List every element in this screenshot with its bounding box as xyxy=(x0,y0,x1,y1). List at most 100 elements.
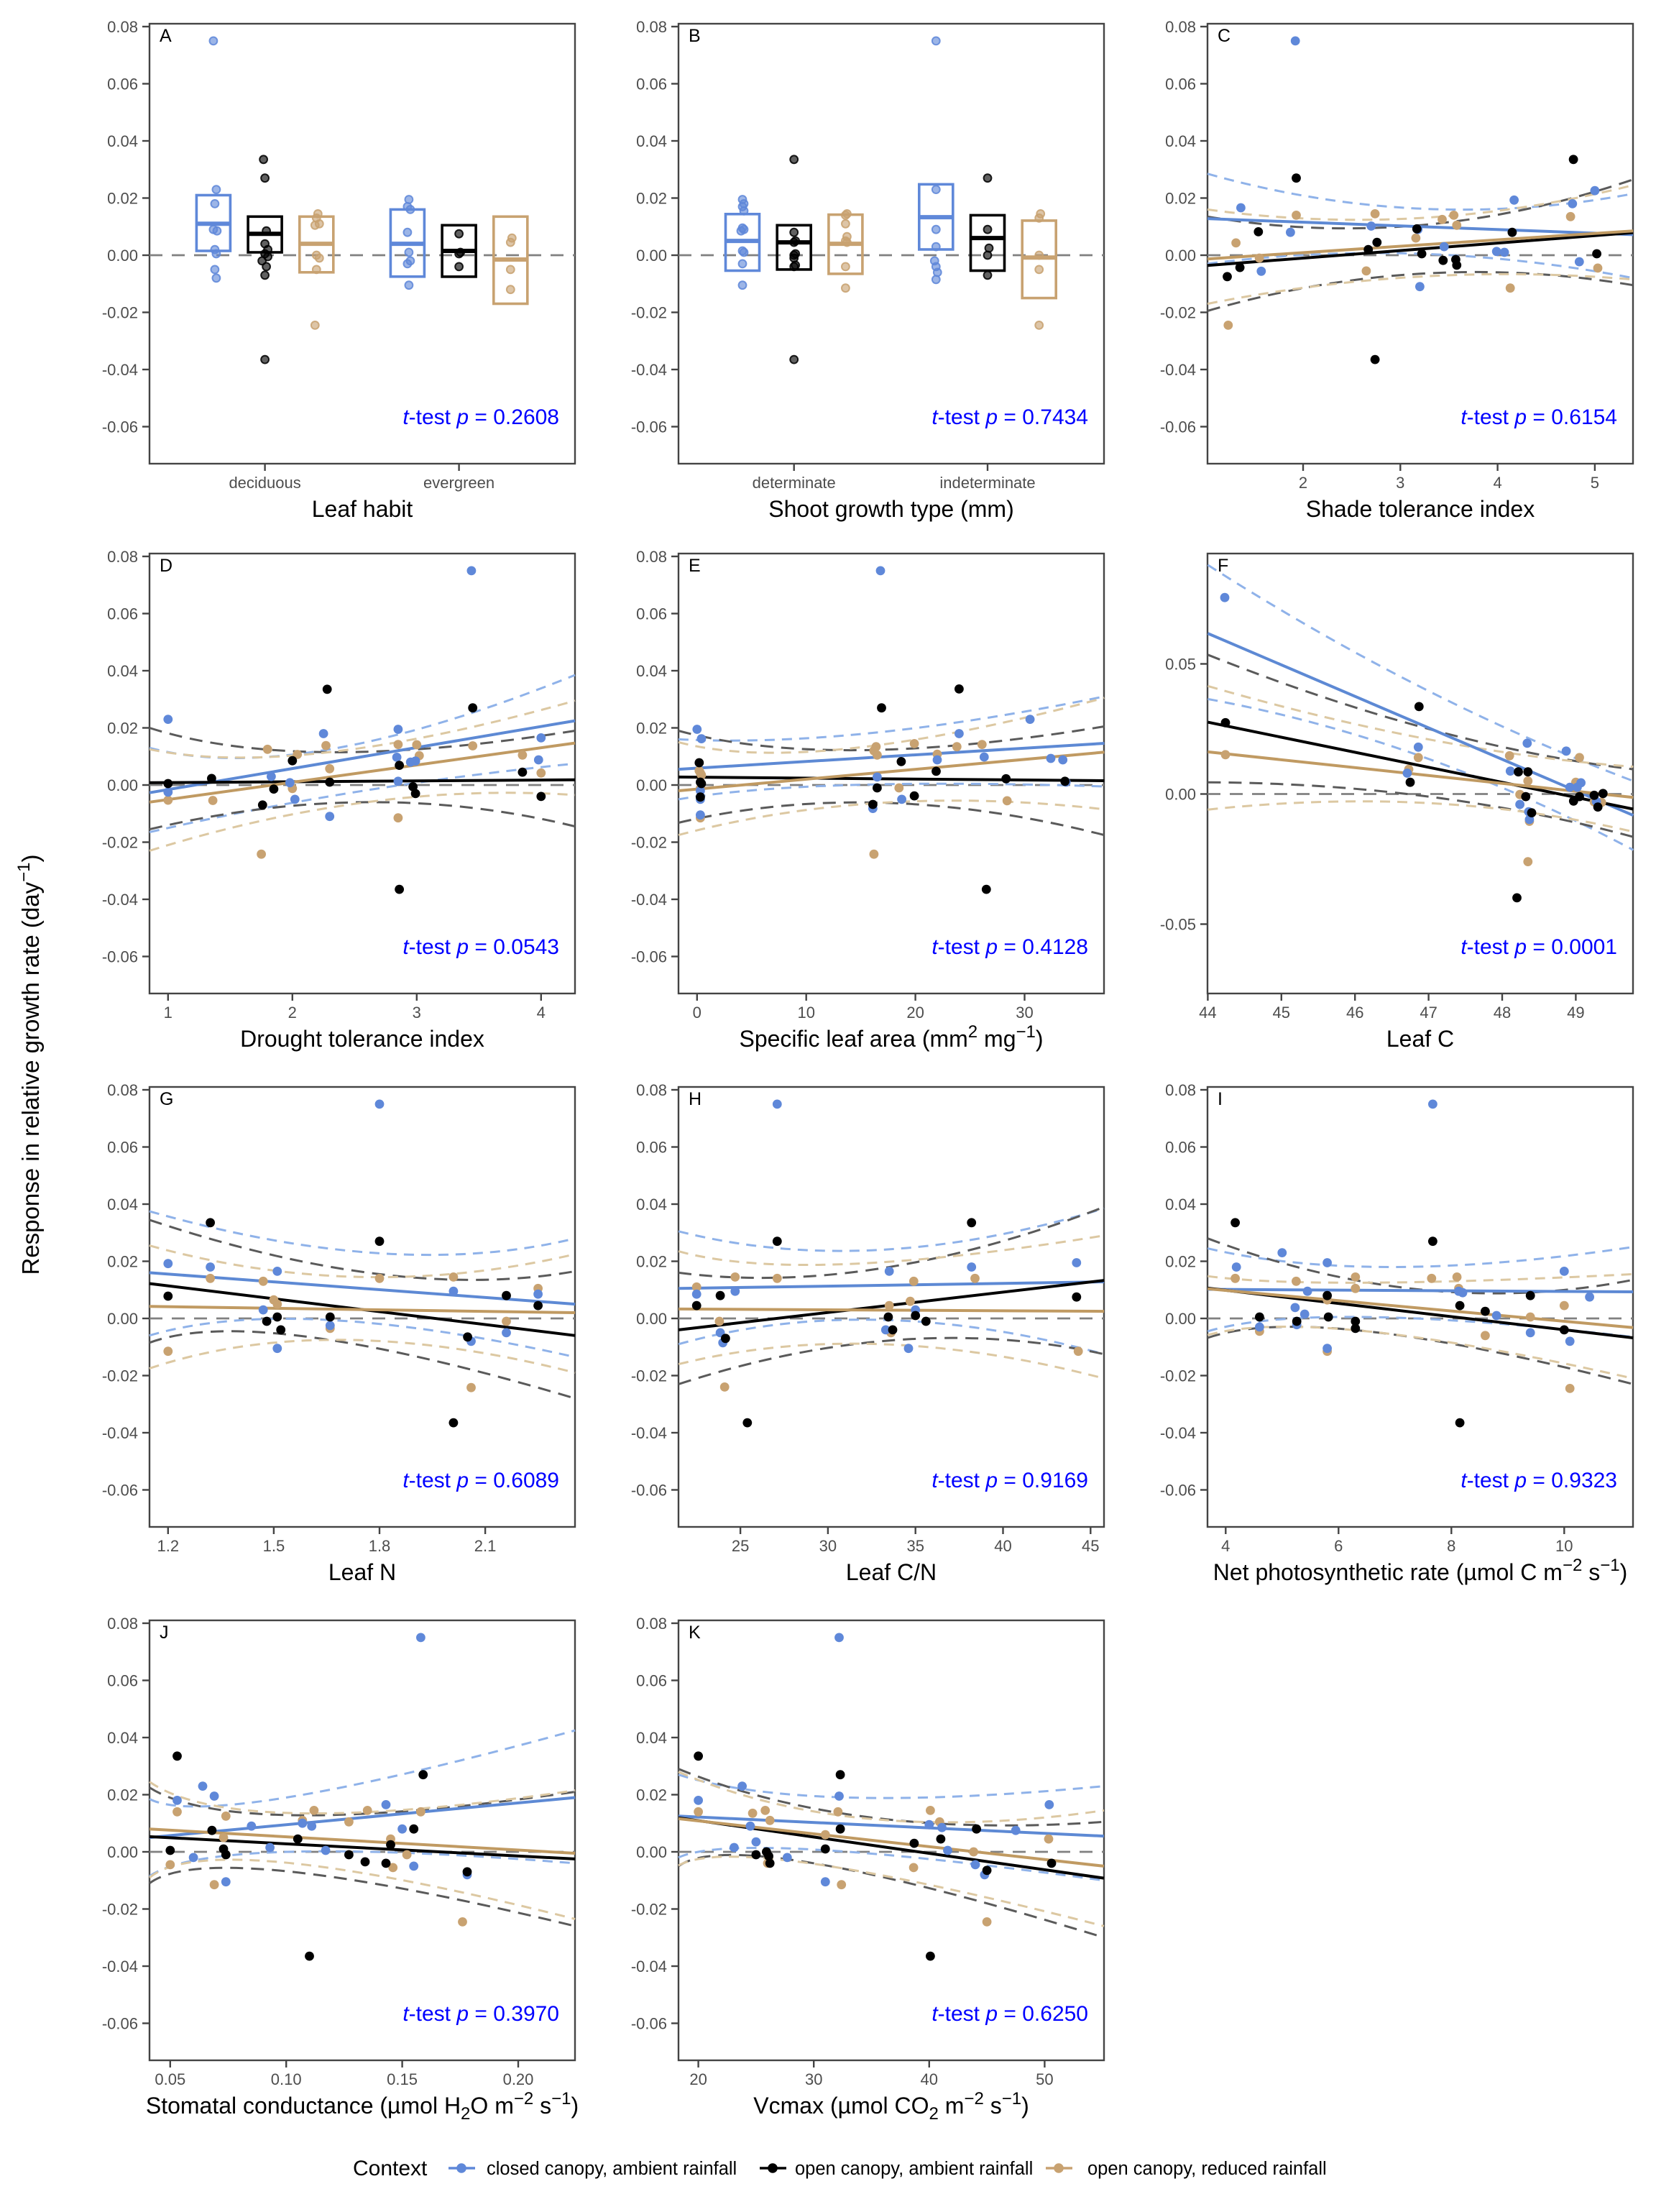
svg-text:E: E xyxy=(689,556,701,576)
svg-text:t-test p = 0.4128: t-test p = 0.4128 xyxy=(932,935,1088,959)
svg-text:0.05: 0.05 xyxy=(155,2070,185,2088)
svg-text:0.08: 0.08 xyxy=(636,18,667,36)
svg-text:0.04: 0.04 xyxy=(636,132,667,150)
svg-text:-0.06: -0.06 xyxy=(1160,418,1196,436)
svg-text:-0.05: -0.05 xyxy=(1160,916,1196,934)
svg-text:Drought tolerance index: Drought tolerance index xyxy=(240,1026,484,1052)
svg-text:t-test p = 0.3970: t-test p = 0.3970 xyxy=(402,2002,559,2026)
svg-text:0.10: 0.10 xyxy=(271,2070,302,2088)
svg-text:0.02: 0.02 xyxy=(636,190,667,208)
svg-text:0.08: 0.08 xyxy=(636,1615,667,1633)
svg-text:45: 45 xyxy=(1273,1004,1290,1022)
svg-text:0.06: 0.06 xyxy=(1165,75,1196,93)
svg-text:open canopy, ambient rainfall: open canopy, ambient rainfall xyxy=(795,2159,1033,2179)
svg-text:2: 2 xyxy=(1299,474,1307,492)
svg-text:-0.06: -0.06 xyxy=(631,2015,667,2033)
svg-text:-0.02: -0.02 xyxy=(631,1367,667,1385)
svg-text:3: 3 xyxy=(413,1004,421,1022)
svg-text:-0.06: -0.06 xyxy=(102,418,138,436)
svg-text:closed canopy, ambient rainfal: closed canopy, ambient rainfall xyxy=(487,2159,737,2179)
svg-text:-0.04: -0.04 xyxy=(1160,1424,1196,1442)
svg-text:0.08: 0.08 xyxy=(107,548,138,566)
svg-text:-0.04: -0.04 xyxy=(102,891,138,909)
svg-text:45: 45 xyxy=(1082,1537,1099,1555)
svg-text:-0.02: -0.02 xyxy=(102,1367,138,1385)
svg-text:F: F xyxy=(1218,556,1228,576)
svg-text:0.00: 0.00 xyxy=(636,1843,667,1861)
svg-text:t-test p = 0.2608: t-test p = 0.2608 xyxy=(402,405,559,429)
svg-text:-0.02: -0.02 xyxy=(631,304,667,322)
svg-text:0.00: 0.00 xyxy=(107,1843,138,1861)
svg-text:deciduous: deciduous xyxy=(229,474,300,492)
svg-text:0.00: 0.00 xyxy=(1165,1310,1196,1328)
svg-text:1: 1 xyxy=(164,1004,172,1022)
svg-text:0.08: 0.08 xyxy=(636,1081,667,1099)
svg-text:-0.06: -0.06 xyxy=(631,948,667,966)
svg-text:0.04: 0.04 xyxy=(107,132,138,150)
svg-text:0.02: 0.02 xyxy=(1165,190,1196,208)
svg-text:t-test p = 0.7434: t-test p = 0.7434 xyxy=(932,405,1088,429)
svg-text:K: K xyxy=(689,1623,701,1643)
svg-text:0.08: 0.08 xyxy=(107,18,138,36)
svg-text:0.02: 0.02 xyxy=(636,1786,667,1804)
svg-text:J: J xyxy=(160,1623,169,1643)
svg-text:t-test p = 0.9169: t-test p = 0.9169 xyxy=(932,1469,1088,1492)
svg-text:-0.06: -0.06 xyxy=(102,2015,138,2033)
svg-text:-0.06: -0.06 xyxy=(1160,1482,1196,1500)
svg-text:Leaf C: Leaf C xyxy=(1386,1026,1454,1052)
svg-text:0.06: 0.06 xyxy=(636,1672,667,1690)
svg-text:0.04: 0.04 xyxy=(636,1729,667,1747)
svg-text:-0.02: -0.02 xyxy=(1160,304,1196,322)
svg-text:0.04: 0.04 xyxy=(1165,1196,1196,1213)
svg-text:-0.04: -0.04 xyxy=(631,1424,667,1442)
svg-text:25: 25 xyxy=(732,1537,749,1555)
svg-text:t-test p = 0.0543: t-test p = 0.0543 xyxy=(402,935,559,959)
svg-text:0.02: 0.02 xyxy=(107,1253,138,1271)
svg-text:50: 50 xyxy=(1036,2070,1053,2088)
svg-text:40: 40 xyxy=(921,2070,938,2088)
svg-text:0.00: 0.00 xyxy=(107,247,138,265)
svg-text:C: C xyxy=(1218,26,1230,46)
svg-text:0.05: 0.05 xyxy=(1165,656,1196,674)
svg-text:t-test p = 0.6089: t-test p = 0.6089 xyxy=(402,1469,559,1492)
svg-text:20: 20 xyxy=(689,2070,707,2088)
svg-text:0.02: 0.02 xyxy=(636,720,667,738)
svg-text:open canopy, reduced rainfall: open canopy, reduced rainfall xyxy=(1087,2159,1327,2179)
svg-text:-0.04: -0.04 xyxy=(631,891,667,909)
svg-text:t-test p = 0.6250: t-test p = 0.6250 xyxy=(932,2002,1088,2026)
svg-text:Specific leaf area (mm2​ mg−1​: Specific leaf area (mm2​ mg−1​) xyxy=(739,1022,1043,1052)
svg-text:t-test p = 0.6154: t-test p = 0.6154 xyxy=(1460,405,1617,429)
svg-text:-0.06: -0.06 xyxy=(102,1482,138,1500)
svg-text:0.15: 0.15 xyxy=(387,2070,418,2088)
svg-text:8: 8 xyxy=(1447,1537,1455,1555)
svg-text:30: 30 xyxy=(1016,1004,1033,1022)
svg-text:0.08: 0.08 xyxy=(1165,18,1196,36)
svg-text:0.00: 0.00 xyxy=(107,1310,138,1328)
svg-text:Leaf habit: Leaf habit xyxy=(312,496,413,522)
svg-text:3: 3 xyxy=(1396,474,1404,492)
svg-text:-0.06: -0.06 xyxy=(631,1482,667,1500)
svg-text:0.20: 0.20 xyxy=(503,2070,534,2088)
svg-text:0.08: 0.08 xyxy=(636,548,667,566)
svg-text:0.04: 0.04 xyxy=(636,662,667,680)
svg-text:-0.02: -0.02 xyxy=(102,834,138,852)
svg-text:0.06: 0.06 xyxy=(107,605,138,623)
svg-text:-0.04: -0.04 xyxy=(1160,361,1196,379)
svg-text:4: 4 xyxy=(1493,474,1501,492)
svg-text:0.02: 0.02 xyxy=(1165,1253,1196,1271)
svg-text:49: 49 xyxy=(1567,1004,1584,1022)
svg-text:-0.04: -0.04 xyxy=(631,1958,667,1975)
svg-text:Response in relative growth ra: Response in relative growth rate (day−1) xyxy=(14,855,44,1275)
svg-text:44: 44 xyxy=(1199,1004,1216,1022)
svg-text:0.06: 0.06 xyxy=(107,1139,138,1157)
svg-text:0.06: 0.06 xyxy=(107,1672,138,1690)
svg-text:Vcmax (µmol CO2​ m−2​ s−1​): Vcmax (µmol CO2​ m−2​ s−1​) xyxy=(753,2089,1029,2124)
svg-text:0: 0 xyxy=(693,1004,702,1022)
svg-text:-0.04: -0.04 xyxy=(102,1958,138,1975)
svg-text:B: B xyxy=(689,26,701,46)
svg-text:0.06: 0.06 xyxy=(107,75,138,93)
svg-text:-0.04: -0.04 xyxy=(102,361,138,379)
svg-text:6: 6 xyxy=(1334,1537,1343,1555)
svg-text:0.02: 0.02 xyxy=(636,1253,667,1271)
svg-text:t-test p = 0.0001: t-test p = 0.0001 xyxy=(1460,935,1617,959)
